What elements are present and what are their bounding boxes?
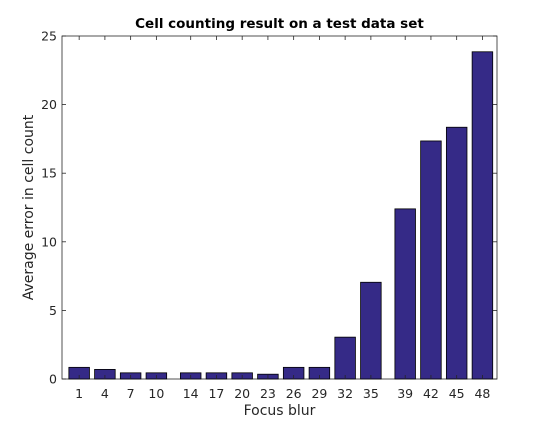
x-ticks-group: 1 4 7 10 14 17 20 23 26 29 32 35 39 42 45 48 bbox=[75, 36, 490, 401]
x-tick-label: 26 bbox=[286, 386, 302, 401]
x-tick-label: 10 bbox=[148, 386, 164, 401]
x-tick-label: 45 bbox=[449, 386, 465, 401]
x-tick-label: 32 bbox=[337, 386, 353, 401]
x-tick-label: 7 bbox=[127, 386, 135, 401]
chart-title: Cell counting result on a test data set bbox=[135, 16, 424, 32]
x-tick-label: 39 bbox=[397, 386, 413, 401]
y-tick-label: 20 bbox=[41, 97, 57, 112]
x-tick-label: 20 bbox=[234, 386, 250, 401]
x-tick-label: 4 bbox=[101, 386, 109, 401]
x-axis-label: Focus blur bbox=[244, 403, 316, 419]
y-axis-label: Average error in cell count bbox=[21, 114, 37, 300]
y-tick-label: 0 bbox=[49, 372, 57, 387]
y-tick-label: 15 bbox=[41, 166, 57, 181]
x-tick-label: 23 bbox=[260, 386, 276, 401]
x-tick-label: 17 bbox=[208, 386, 224, 401]
y-tick-label: 5 bbox=[49, 303, 57, 318]
bar-45 bbox=[445, 126, 468, 380]
x-tick-label: 14 bbox=[183, 386, 199, 401]
bar-32 bbox=[334, 336, 356, 380]
y-ticks-group: 0 5 10 15 20 25 bbox=[41, 29, 497, 387]
bar-48 bbox=[471, 51, 494, 380]
y-tick-label: 25 bbox=[41, 29, 57, 44]
x-tick-label: 35 bbox=[363, 386, 379, 401]
x-tick-label: 42 bbox=[423, 386, 439, 401]
y-tick-label: 10 bbox=[41, 234, 57, 249]
bar-42 bbox=[420, 140, 442, 380]
x-tick-label: 1 bbox=[75, 386, 83, 401]
x-tick-label: 48 bbox=[474, 386, 490, 401]
x-tick-label: 29 bbox=[311, 386, 327, 401]
bar-39 bbox=[394, 208, 416, 380]
bar-35 bbox=[360, 281, 382, 380]
